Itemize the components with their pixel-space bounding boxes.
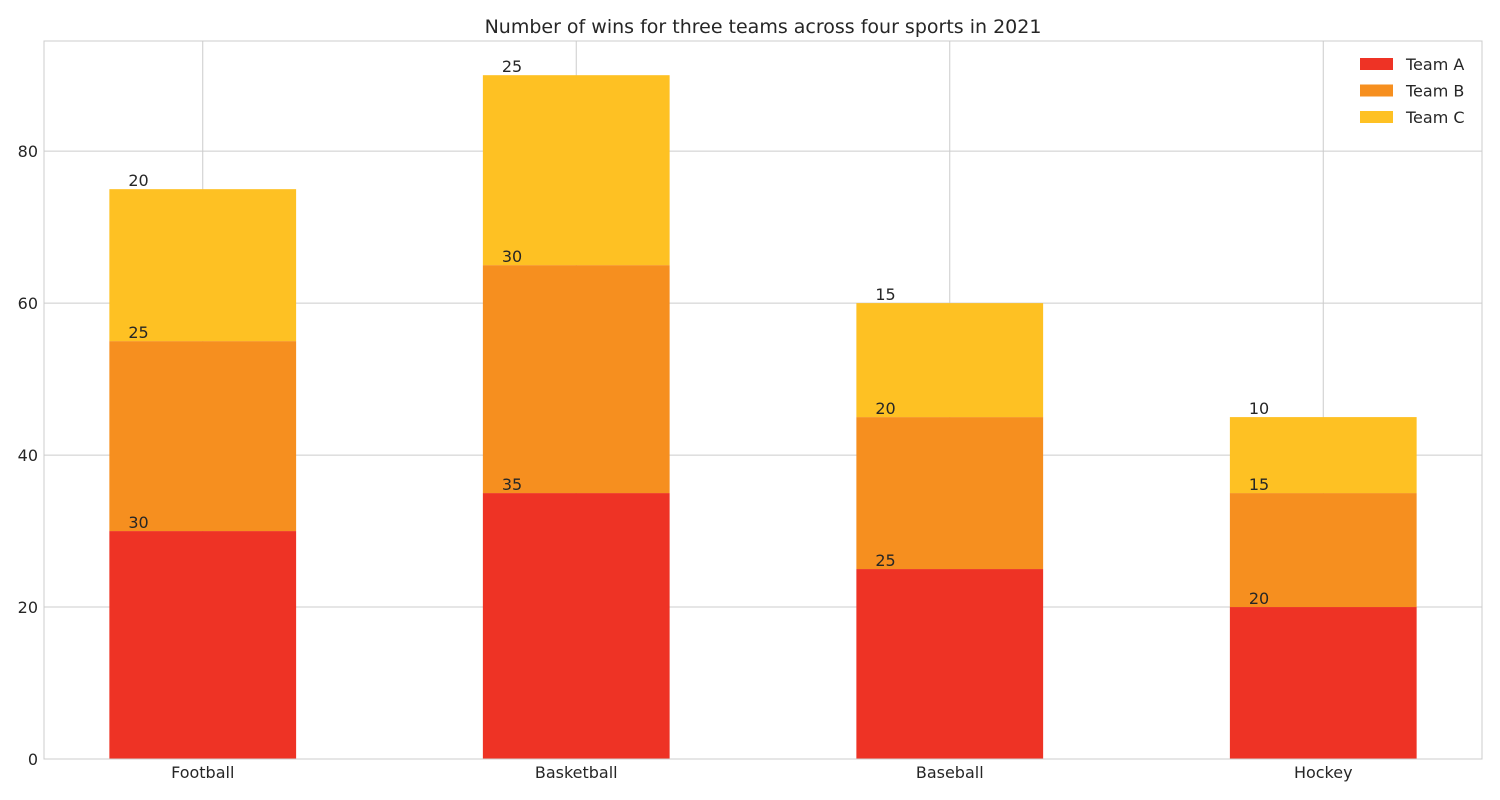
bar-segment — [109, 189, 297, 342]
x-tick-label: Baseball — [916, 763, 984, 782]
bar-value-label: 30 — [502, 247, 522, 266]
bar-value-label: 20 — [128, 171, 148, 190]
bar-value-label: 10 — [1249, 399, 1269, 418]
bar-value-label: 25 — [875, 551, 895, 570]
bar-value-label: 15 — [1249, 475, 1269, 494]
y-tick-label: 40 — [18, 446, 38, 465]
chart-title: Number of wins for three teams across fo… — [485, 16, 1042, 38]
bar-segment — [856, 569, 1044, 759]
bar-value-label: 20 — [1249, 589, 1269, 608]
bar-value-label: 25 — [128, 323, 148, 342]
bar-segment — [856, 417, 1044, 570]
legend-label: Team A — [1405, 55, 1464, 74]
bar-segment — [482, 493, 670, 759]
bar-value-label: 35 — [502, 475, 522, 494]
y-tick-label: 20 — [18, 598, 38, 617]
y-tick-label: 80 — [18, 142, 38, 161]
x-tick-label: Hockey — [1294, 763, 1353, 782]
legend: Team A Team B Team C — [1360, 55, 1465, 127]
bar-segment — [482, 75, 670, 266]
bar-segment — [482, 265, 670, 494]
legend-label: Team B — [1405, 82, 1464, 101]
axes: 0 20 40 60 80 Football Basketball Baseball Hocke… — [18, 142, 1353, 782]
bar-segment — [1229, 607, 1417, 759]
bar-value-label: 25 — [502, 57, 522, 76]
bar-segment — [109, 341, 297, 532]
legend-swatch — [1360, 84, 1393, 97]
y-tick-label: 60 — [18, 294, 38, 313]
bar-value-label: 30 — [128, 513, 148, 532]
x-tick-label: Football — [171, 763, 234, 782]
y-tick-label: 0 — [28, 750, 38, 769]
plot-frame — [43, 40, 1483, 760]
bar-segment — [1229, 493, 1417, 608]
legend-swatch — [1360, 58, 1393, 70]
bar-value-label: 20 — [875, 399, 895, 418]
bar-segment — [1229, 417, 1417, 494]
bar-value-label: 15 — [875, 285, 895, 304]
x-tick-label: Basketball — [535, 763, 618, 782]
bar-segment — [856, 303, 1044, 418]
bar-segment — [109, 531, 297, 759]
legend-label: Team C — [1405, 108, 1465, 127]
value-labels: 30 25 20 35 30 25 25 20 15 20 15 10 — [128, 57, 1269, 608]
legend-swatch — [1360, 111, 1393, 123]
bars — [109, 75, 1417, 759]
